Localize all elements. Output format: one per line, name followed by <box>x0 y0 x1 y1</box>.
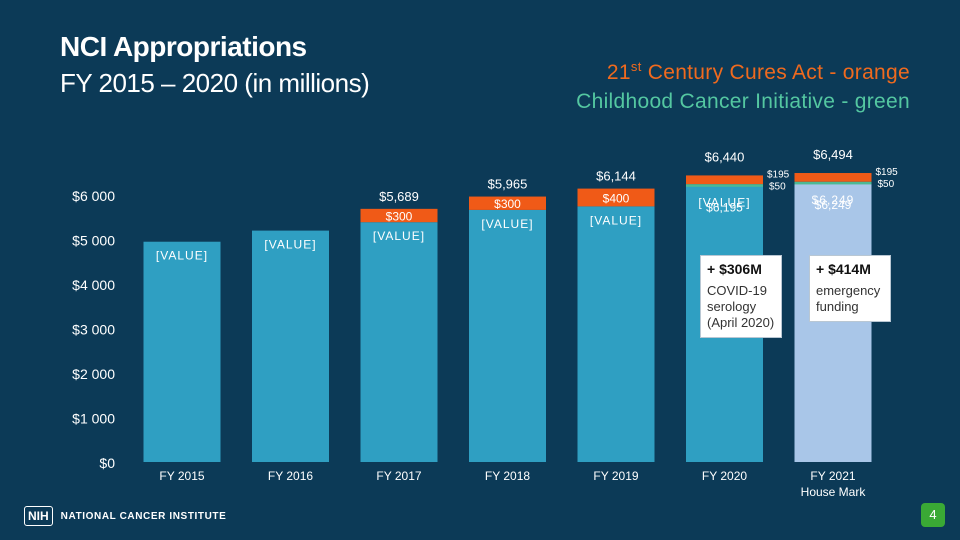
base-label-overlap: $6,249 <box>815 198 852 212</box>
bar-cures <box>794 173 872 182</box>
x-tick-label: House Mark <box>801 485 867 499</box>
x-tick-label: FY 2020 <box>702 469 747 483</box>
bar-cures <box>360 208 438 223</box>
total-label: $6,440 <box>705 149 745 164</box>
bar-childhood <box>686 184 763 187</box>
y-tick-label: $2 000 <box>72 366 115 382</box>
base-label: [VALUE] <box>590 213 642 227</box>
nci-logo: NIH NATIONAL CANCER INSTITUTE <box>24 506 226 526</box>
callout-amount: + $414M <box>816 261 871 277</box>
base-label: [VALUE] <box>481 217 533 231</box>
childhood-label: $50 <box>878 179 895 190</box>
page-number: 4 <box>921 503 945 527</box>
x-tick-label: FY 2016 <box>268 469 313 483</box>
total-label: $6,144 <box>596 169 636 184</box>
base-label-overlap: $6,195 <box>706 200 743 214</box>
callout-amount: + $306M <box>707 261 762 277</box>
total-label: $6,494 <box>813 147 853 162</box>
legend-cures-rest: Century Cures Act - orange <box>641 61 910 84</box>
cures-label: $300 <box>494 197 521 211</box>
callout-description: COVID-19 serology (April 2020) <box>707 283 775 330</box>
bar-base <box>360 222 438 462</box>
bar-base <box>143 241 221 462</box>
base-label: [VALUE] <box>156 249 208 263</box>
y-tick-label: $4 000 <box>72 277 115 293</box>
bar-base <box>469 209 546 462</box>
childhood-label: $50 <box>769 181 786 192</box>
x-tick-label: FY 2018 <box>485 469 530 483</box>
total-label: $5,965 <box>488 177 528 192</box>
institute-name: NATIONAL CANCER INSTITUTE <box>60 510 227 522</box>
total-label: $5,689 <box>379 189 419 204</box>
callout-description: emergency funding <box>816 283 881 314</box>
cures-label: $300 <box>386 210 413 224</box>
cures-label: $195 <box>876 167 899 178</box>
y-tick-label: $6 000 <box>72 188 115 204</box>
legend-cures-prefix: 21 <box>606 61 631 84</box>
legend: 21st Century Cures Act - orange Childhoo… <box>576 52 910 116</box>
covid-callout: + $306M COVID-19 serology (April 2020) <box>700 255 782 338</box>
cures-label: $400 <box>603 191 630 205</box>
y-tick-label: $5 000 <box>72 233 115 249</box>
x-tick-label: FY 2015 <box>159 469 204 483</box>
slide-title: NCI Appropriations FY 2015 – 2020 (in mi… <box>60 30 370 100</box>
x-tick-label: FY 2017 <box>376 469 421 483</box>
x-tick-label: FY 2021 <box>810 469 855 483</box>
base-label: [VALUE] <box>698 195 750 209</box>
legend-cures: 21st Century Cures Act - orange <box>576 52 910 87</box>
cures-label: $195 <box>767 169 790 180</box>
base-label: $6,249 <box>812 193 855 207</box>
bar-cures <box>686 175 763 185</box>
bar-cures <box>469 196 546 210</box>
title-line-2: FY 2015 – 2020 (in millions) <box>60 68 370 98</box>
bar-base <box>794 183 872 462</box>
y-tick-label: $1 000 <box>72 411 115 427</box>
title-line-1: NCI Appropriations <box>60 31 307 62</box>
base-label: [VALUE] <box>373 229 425 243</box>
y-tick-label: $3 000 <box>72 322 115 338</box>
bar-childhood <box>794 181 872 185</box>
bar-base <box>577 206 655 462</box>
legend-childhood: Childhood Cancer Initiative - green <box>576 90 910 113</box>
emergency-callout: + $414M emergency funding <box>809 255 891 322</box>
bar-base <box>252 230 329 462</box>
x-tick-label: FY 2019 <box>593 469 638 483</box>
bar-cures <box>577 188 655 207</box>
nih-logo: NIH <box>24 506 53 526</box>
y-tick-label: $0 <box>99 455 115 471</box>
legend-cures-sup: st <box>630 59 642 74</box>
base-label: [VALUE] <box>264 238 316 252</box>
